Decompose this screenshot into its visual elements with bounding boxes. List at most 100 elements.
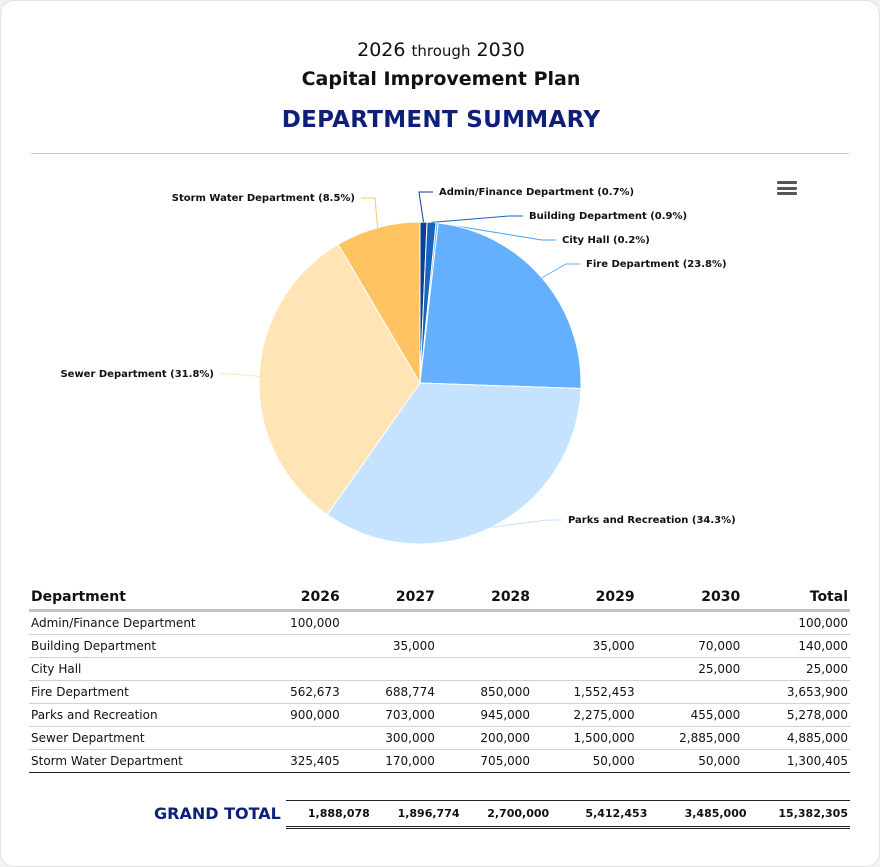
pie-connector-fire (541, 263, 580, 279)
grand-total-value: 1,896,774 (371, 800, 462, 829)
cell-value: 200,000 (436, 726, 533, 750)
pie-label-parks-recreation: Parks and Recreation (34.3%) (568, 515, 736, 526)
cell-value: 300,000 (341, 726, 437, 750)
column-header: 2028 (436, 585, 533, 612)
table-row: Building Department 35,000 35,000 70,000… (29, 634, 850, 658)
plan-title: Capital Improvement Plan (301, 68, 581, 90)
grand-total-value: 1,888,078 (286, 800, 372, 829)
column-header: Total (742, 585, 850, 612)
cell-value: 50,000 (532, 749, 637, 773)
year-start: 2026 (357, 39, 406, 61)
cell-value: 900,000 (231, 703, 342, 727)
plan-years: 2026 through 2030 (1, 39, 880, 61)
cell-department: Storm Water Department (29, 749, 232, 773)
department-table: Department 2026 2027 2028 2029 2030 Tota… (29, 585, 850, 773)
cell-value: 688,774 (341, 680, 437, 704)
cell-total: 25,000 (742, 657, 850, 681)
pie-label-building: Building Department (0.9%) (529, 211, 687, 222)
header-divider (31, 153, 849, 154)
hamburger-menu-icon[interactable] (777, 181, 797, 199)
cell-value: 455,000 (636, 703, 743, 727)
grand-total-value: 2,700,000 (461, 800, 552, 829)
cell-total: 1,300,405 (742, 749, 850, 773)
cell-value (231, 634, 342, 658)
cell-value: 850,000 (436, 680, 533, 704)
pie-label-storm-water: Storm Water Department (8.5%) (172, 193, 355, 204)
cell-value (231, 726, 342, 750)
table-row: Admin/Finance Department 100,000 100,000 (29, 610, 850, 635)
cell-department: Sewer Department (29, 726, 232, 750)
cell-value (636, 680, 743, 704)
cell-department: Building Department (29, 634, 232, 658)
pie-label-sewer: Sewer Department (31.8%) (60, 369, 214, 380)
table-row: City Hall 25,000 25,000 (29, 657, 850, 681)
cell-total: 140,000 (742, 634, 850, 658)
cell-value: 945,000 (436, 703, 533, 727)
cell-department: Parks and Recreation (29, 703, 232, 727)
cell-value (231, 657, 342, 681)
grand-total-row: 1,888,078 1,896,774 2,700,000 5,412,453 … (286, 800, 850, 829)
summary-title: DEPARTMENT SUMMARY (281, 107, 601, 133)
pie-slice-sewer[interactable] (258, 243, 421, 516)
cell-total: 4,885,000 (742, 726, 850, 750)
cell-department: City Hall (29, 657, 232, 681)
cell-total: 3,653,900 (742, 680, 850, 704)
pie-slice-fire[interactable] (419, 222, 582, 390)
cell-value (341, 610, 437, 635)
cell-value: 705,000 (436, 749, 533, 773)
column-header: Department (29, 585, 232, 612)
grand-total-value: 5,412,453 (551, 800, 650, 829)
cell-value: 25,000 (636, 657, 743, 681)
cell-value: 70,000 (636, 634, 743, 658)
table-row: Parks and Recreation 900,000 703,000 945… (29, 703, 850, 727)
cell-department: Admin/Finance Department (29, 610, 232, 635)
table-row: Sewer Department 300,000 200,000 1,500,0… (29, 726, 850, 750)
grand-total-label: GRAND TOTAL (154, 804, 281, 823)
column-header: 2029 (532, 585, 637, 612)
cell-value (532, 657, 637, 681)
cell-department: Fire Department (29, 680, 232, 704)
cell-value (341, 657, 437, 681)
cell-value: 1,552,453 (532, 680, 637, 704)
cell-value: 562,673 (231, 680, 342, 704)
cell-value: 703,000 (341, 703, 437, 727)
pie-slice-parks-recreation[interactable] (326, 382, 582, 545)
pie-label-admin-finance: Admin/Finance Department (0.7%) (439, 187, 634, 198)
column-header: 2026 (231, 585, 342, 612)
cell-value: 170,000 (341, 749, 437, 773)
pie-connector-building (431, 215, 523, 223)
pie-label-city-hall: City Hall (0.2%) (562, 235, 650, 246)
pie-connector-parks-recreation (491, 519, 562, 528)
cell-value: 2,885,000 (636, 726, 743, 750)
pie-chart: Admin/Finance Department (0.7%) Building … (60, 187, 736, 545)
cell-value: 35,000 (341, 634, 437, 658)
cell-value: 1,500,000 (532, 726, 637, 750)
year-end: 2030 (476, 39, 525, 61)
grand-total-value: 15,382,305 (748, 800, 850, 829)
pie-connector-storm-water (361, 197, 379, 228)
cell-value (532, 610, 637, 635)
cell-value (436, 657, 533, 681)
pie-connector-sewer (220, 373, 260, 377)
column-header: 2027 (341, 585, 437, 612)
pie-connector-admin-finance (418, 191, 433, 223)
cell-value: 2,275,000 (532, 703, 637, 727)
pie-connector-city-hall (437, 222, 556, 241)
cell-value (436, 634, 533, 658)
pie-slice-storm-water[interactable] (337, 221, 421, 385)
grand-total-value: 3,485,000 (649, 800, 749, 829)
cell-value: 100,000 (231, 610, 342, 635)
cell-value: 35,000 (532, 634, 637, 658)
pie-label-fire: Fire Department (23.8%) (586, 259, 727, 270)
cell-total: 100,000 (742, 610, 850, 635)
cell-value: 50,000 (636, 749, 743, 773)
table-header-row: Department 2026 2027 2028 2029 2030 Tota… (29, 585, 850, 612)
table-row: Fire Department 562,673 688,774 850,000 … (29, 680, 850, 704)
cell-value: 325,405 (231, 749, 342, 773)
column-header: 2030 (636, 585, 743, 612)
cell-value (636, 610, 743, 635)
cell-total: 5,278,000 (742, 703, 850, 727)
table-row: Storm Water Department 325,405 170,000 7… (29, 749, 850, 773)
through-text: through (411, 42, 471, 60)
